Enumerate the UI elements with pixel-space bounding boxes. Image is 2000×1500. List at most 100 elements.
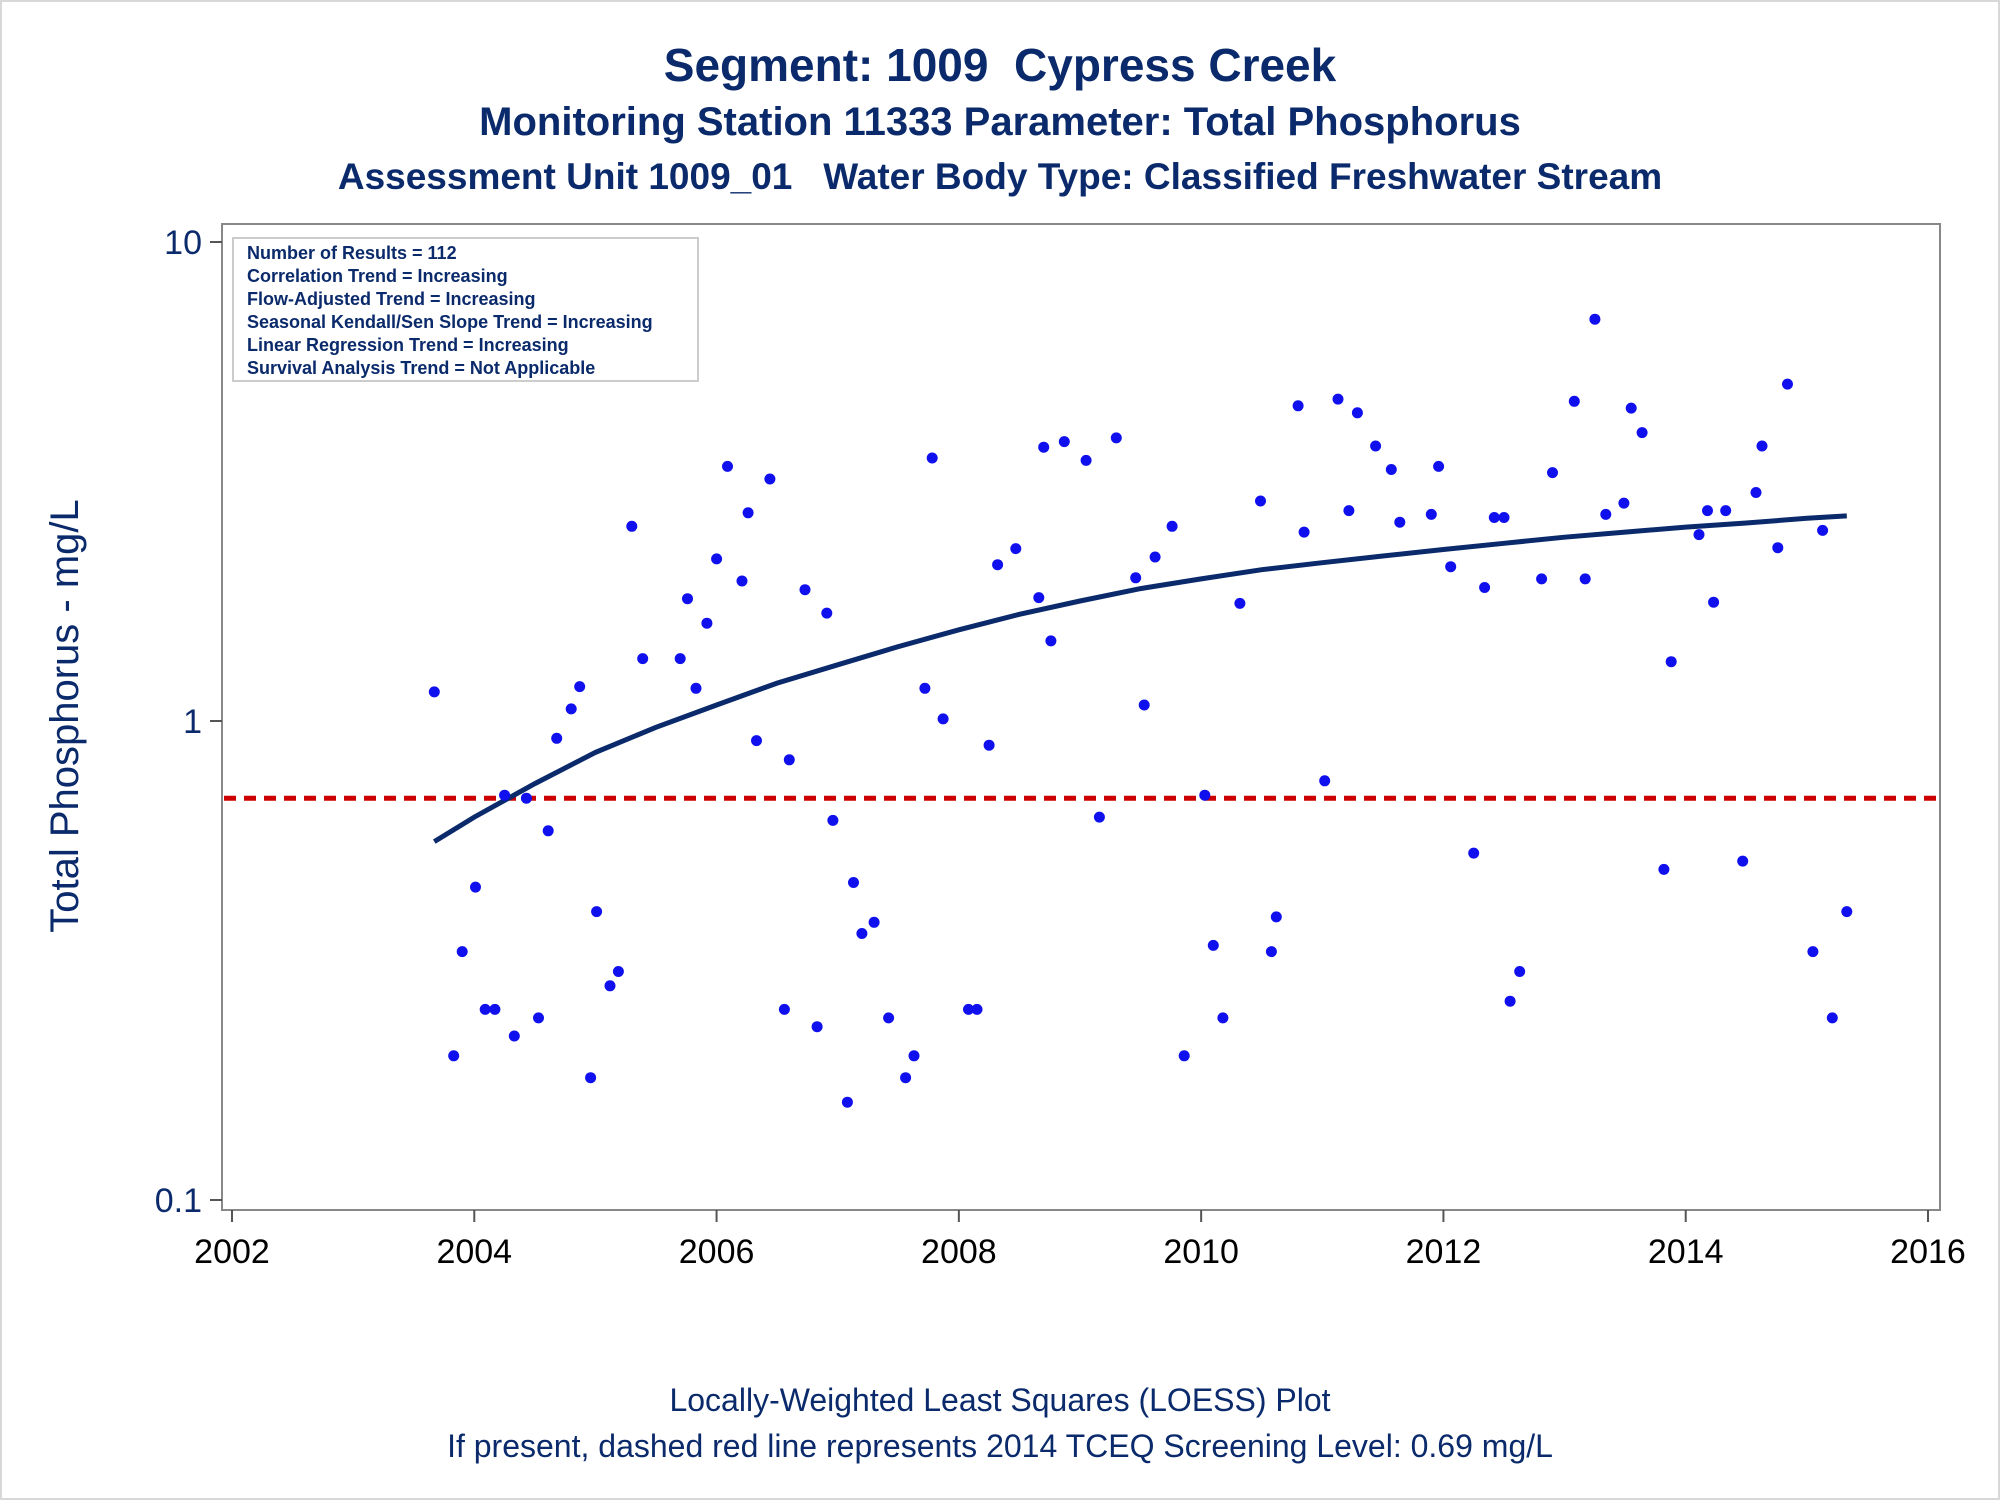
stats-seasonal-kendall-trend: Seasonal Kendall/Sen Slope Trend = Incre…	[247, 312, 653, 332]
data-point	[1292, 400, 1304, 412]
stats-correlation-trend: Correlation Trend = Increasing	[247, 266, 508, 286]
data-point	[470, 881, 481, 893]
data-point	[1665, 656, 1677, 668]
data-point	[690, 682, 702, 694]
data-point	[1826, 1012, 1838, 1024]
data-point	[751, 735, 762, 747]
data-point	[1445, 561, 1457, 573]
data-point	[1737, 855, 1749, 867]
data-point	[1568, 395, 1580, 407]
stats-survival-analysis-trend: Survival Analysis Trend = Not Applicable	[247, 358, 595, 378]
data-point	[799, 584, 811, 596]
data-point	[1332, 393, 1344, 405]
data-point	[1265, 946, 1277, 958]
y-tick-label: 10	[164, 224, 202, 262]
data-point	[1750, 487, 1762, 498]
data-point	[499, 789, 511, 801]
data-point	[1636, 427, 1648, 439]
data-point	[1010, 543, 1022, 555]
data-point	[1255, 495, 1266, 507]
y-tick-label: 0.1	[155, 1182, 202, 1220]
data-point	[827, 814, 839, 826]
data-point	[1394, 516, 1406, 528]
data-point	[1038, 441, 1050, 453]
x-tick-label: 2004	[436, 1233, 512, 1271]
data-point	[926, 452, 938, 464]
data-point	[742, 507, 754, 519]
data-point	[1693, 529, 1705, 541]
data-point	[1547, 467, 1558, 479]
data-point	[1166, 520, 1178, 532]
data-point	[919, 682, 931, 694]
data-point	[604, 980, 616, 992]
data-point	[1045, 635, 1057, 647]
data-point	[533, 1012, 544, 1024]
plot-area-border	[221, 223, 1941, 1211]
data-point	[1093, 811, 1105, 823]
data-point	[908, 1050, 920, 1062]
data-point	[1199, 789, 1211, 801]
data-point	[612, 966, 624, 977]
data-point	[1708, 596, 1720, 608]
data-point	[992, 559, 1004, 571]
data-point	[1702, 505, 1713, 517]
data-point	[1138, 699, 1150, 711]
data-point	[1720, 505, 1732, 517]
data-point	[1579, 573, 1591, 585]
data-point	[626, 520, 638, 532]
data-point	[764, 473, 776, 485]
data-point	[1782, 378, 1793, 390]
data-point	[1772, 542, 1784, 554]
x-tick-label: 2012	[1406, 1233, 1482, 1271]
data-point	[489, 1003, 501, 1015]
data-point	[1817, 524, 1829, 536]
data-point	[900, 1072, 912, 1084]
data-point	[736, 575, 748, 587]
data-point	[1080, 454, 1092, 466]
data-point	[778, 1003, 790, 1015]
footnote-loess: Locally-Weighted Least Squares (LOESS) P…	[669, 1382, 1331, 1418]
data-point	[1625, 402, 1637, 414]
data-point	[1351, 407, 1363, 419]
data-point	[963, 1003, 974, 1015]
data-point	[1756, 440, 1768, 452]
data-point	[542, 825, 554, 837]
data-point	[711, 553, 723, 565]
data-point	[1110, 432, 1122, 444]
data-point	[1298, 526, 1310, 538]
data-point	[1841, 906, 1853, 918]
chart-title: Segment: 1009 Cypress Creek	[663, 39, 1337, 91]
x-tick-label: 2002	[194, 1233, 270, 1271]
data-point	[1343, 505, 1355, 517]
data-point	[1498, 512, 1510, 523]
data-point	[1385, 464, 1397, 475]
data-point	[1468, 847, 1480, 859]
chart-subtitle-assessment: Assessment Unit 1009_01 Water Body Type:…	[337, 156, 1663, 197]
x-tick-label: 2010	[1163, 1233, 1239, 1271]
data-point	[1234, 597, 1246, 609]
data-point	[1618, 497, 1630, 509]
data-point	[971, 1003, 983, 1015]
data-point	[841, 1096, 853, 1108]
stats-box-border	[232, 237, 699, 382]
data-point	[1504, 995, 1516, 1007]
trend-stats-box: Number of Results = 112 Correlation Tren…	[232, 237, 699, 382]
data-point	[1319, 775, 1331, 787]
data-point	[1178, 1050, 1190, 1062]
data-point	[637, 653, 649, 665]
loess-curve	[432, 513, 1847, 844]
data-point	[868, 916, 880, 928]
data-point	[1033, 592, 1045, 604]
data-point	[1270, 911, 1282, 923]
data-point	[520, 792, 532, 804]
x-tick-label: 2016	[1890, 1233, 1966, 1271]
data-point	[508, 1030, 520, 1042]
data-point	[448, 1050, 460, 1062]
x-tick-label: 2014	[1648, 1233, 1724, 1271]
stats-linear-regression-trend: Linear Regression Trend = Increasing	[247, 335, 569, 355]
data-point	[591, 906, 603, 918]
data-point	[856, 928, 868, 939]
data-point	[701, 617, 713, 629]
data-point	[821, 607, 833, 619]
